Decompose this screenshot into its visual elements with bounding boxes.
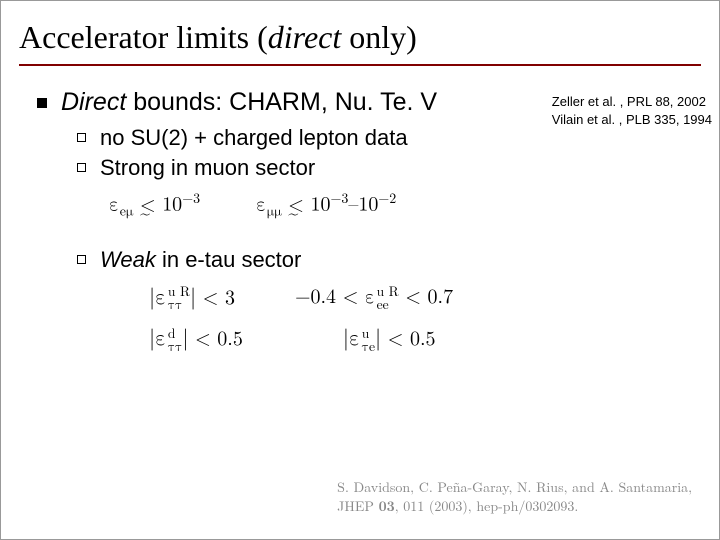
equation-block-1: εeμ < 10−3 εμμ < 10−3–10−2	[109, 191, 701, 221]
eq-row-3: |εdττ| < 0.5 |εuτe| < 0.5	[149, 326, 701, 354]
citations-top: Zeller et al. , PRL 88, 2002 Vilain et a…	[552, 93, 712, 129]
title-pre: Accelerator limits (	[19, 19, 268, 55]
sub-item-2: Strong in muon sector	[77, 155, 701, 181]
hollow-square-icon	[77, 133, 86, 142]
footer-line-2: JHEP 03, 011 (2003), hep-ph/0302093.	[337, 497, 692, 516]
sub1-text: no SU(2) + charged lepton data	[100, 125, 408, 151]
eq-3a: |εdττ| < 0.5	[149, 326, 243, 354]
square-bullet-icon	[37, 98, 47, 108]
equation-block-2: |εu Rττ| < 3 −0.4 < εu Ree < 0.7 |εdττ| …	[149, 285, 701, 354]
footer-citation: S. Davidson, C. Peña-Garay, N. Rius, and…	[337, 478, 692, 516]
eq-row-2: |εu Rττ| < 3 −0.4 < εu Ree < 0.7	[149, 285, 701, 313]
cite-line-2: Vilain et al. , PLB 335, 1994	[552, 111, 712, 129]
eq-1a: εeμ < 10−3	[109, 191, 200, 221]
footer-line-1: S. Davidson, C. Peña-Garay, N. Rius, and…	[337, 478, 692, 497]
heading-text: Direct bounds: CHARM, Nu. Te. V	[61, 88, 437, 117]
eq-1b: εμμ < 10−3–10−2	[256, 191, 396, 221]
heading-rest: bounds: CHARM, Nu. Te. V	[126, 88, 437, 116]
sub3-text: Weak in e-tau sector	[100, 247, 301, 273]
title-post: only)	[341, 19, 417, 55]
title-italic: direct	[268, 19, 341, 55]
eq-2a: |εu Rττ| < 3	[149, 285, 235, 313]
hollow-square-icon	[77, 255, 86, 264]
sub-item-3: Weak in e-tau sector	[77, 247, 701, 273]
hollow-square-icon	[77, 163, 86, 172]
eq-3b: |εuτe| < 0.5	[343, 326, 436, 354]
eq-2b: −0.4 < εu Ree < 0.7	[295, 285, 453, 312]
cite-line-1: Zeller et al. , PRL 88, 2002	[552, 93, 712, 111]
sub2-text: Strong in muon sector	[100, 155, 315, 181]
eq-row-1: εeμ < 10−3 εμμ < 10−3–10−2	[109, 191, 701, 221]
heading-italic: Direct	[61, 88, 126, 116]
slide-title: Accelerator limits (direct only)	[19, 19, 701, 66]
